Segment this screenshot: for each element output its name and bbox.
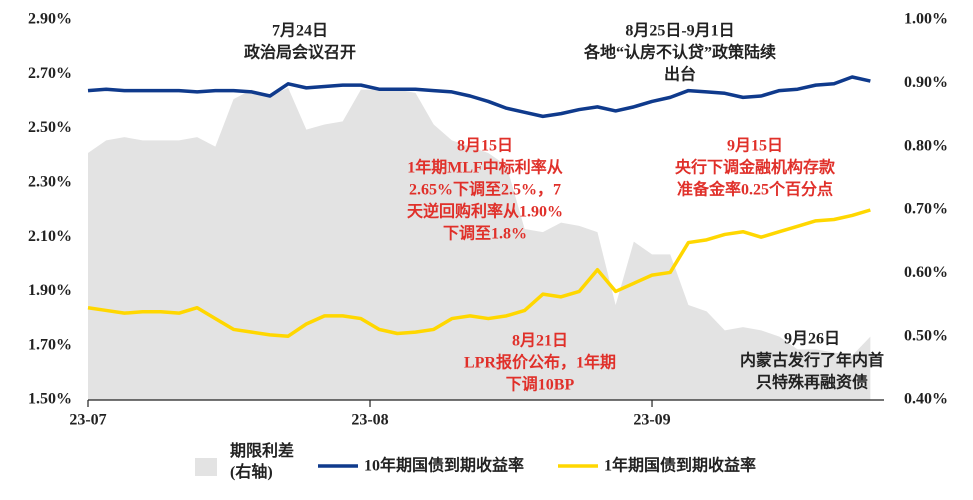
- x-tick-label: 23-09: [633, 412, 670, 429]
- y-tick-label: 2.70%: [28, 65, 72, 82]
- y-tick-label: 1.90%: [28, 282, 72, 299]
- annotation: 出台: [664, 65, 696, 84]
- area: [88, 87, 871, 401]
- y-tick-label: 2.30%: [28, 174, 72, 191]
- annotation: LPR报价公布，1年期: [464, 353, 616, 372]
- y2-tick-label: 0.50%: [904, 327, 948, 344]
- legend-label: 期限利差(右轴): [230, 443, 295, 481]
- y-tick-label: 2.50%: [28, 119, 72, 136]
- annotation: 下调至1.8%: [443, 225, 527, 243]
- y-tick-label: 1.50%: [28, 391, 72, 408]
- annotation: 内蒙古发行了年内首: [740, 351, 884, 370]
- y-tick-label: 2.90%: [28, 11, 72, 28]
- annotation: 2.65%下调至2.5%，7: [409, 181, 561, 199]
- legend-swatch: [195, 458, 217, 476]
- annotation: 天逆回购利率从1.90%: [407, 202, 563, 221]
- annotation: 1年期MLF中标利率从: [407, 158, 563, 177]
- annotation: 8月15日: [457, 137, 513, 155]
- y-tick-label: 1.70%: [28, 336, 72, 353]
- annotation: 央行下调金融机构存款: [675, 158, 836, 177]
- y2-tick-label: 1.00%: [904, 11, 948, 28]
- line: [87, 75, 871, 119]
- y2-tick-label: 0.90%: [904, 74, 948, 91]
- line: [87, 208, 871, 338]
- y-tick-label: 2.10%: [28, 228, 72, 245]
- x-tick-label: 23-08: [351, 412, 388, 429]
- x-tick-label: 23-07: [69, 412, 106, 429]
- y2-tick-label: 0.70%: [904, 201, 948, 218]
- annotation: 9月26日: [784, 330, 840, 348]
- annotation: 8月21日: [512, 332, 568, 350]
- annotation: 政治局会议召开: [244, 43, 356, 62]
- annotation: 7月24日: [272, 22, 328, 40]
- annotation: 下调10BP: [506, 376, 575, 394]
- annotation: 只特殊再融资债: [756, 373, 868, 392]
- annotation: 各地“认房不认贷”政策陆续: [583, 43, 776, 62]
- legend-label: 10年期国债到期收益率: [364, 456, 524, 475]
- y2-tick-label: 0.60%: [904, 264, 948, 281]
- y2-tick-label: 0.40%: [904, 391, 948, 408]
- legend-label: 1年期国债到期收益率: [604, 456, 756, 475]
- annotation: 9月15日: [727, 137, 783, 155]
- annotation: 准备金率0.25个百分点: [677, 180, 833, 199]
- annotation: 8月25日-9月1日: [625, 22, 734, 40]
- y2-tick-label: 0.80%: [904, 137, 948, 154]
